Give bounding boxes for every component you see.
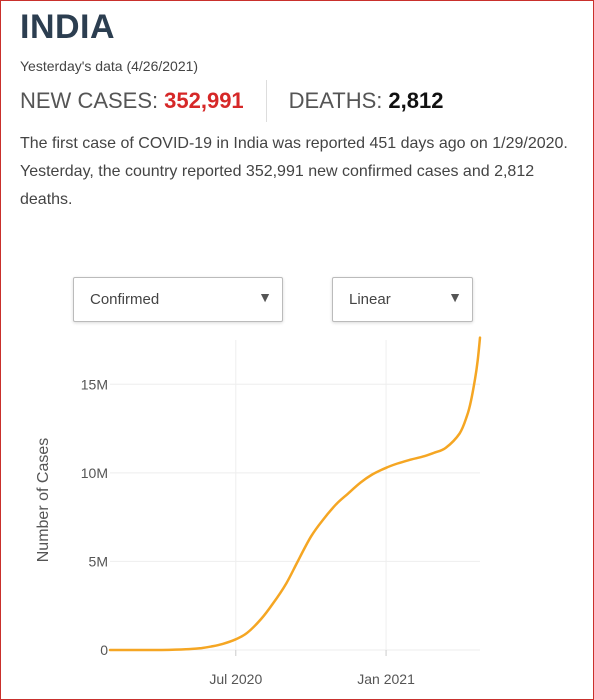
- x-tick-label: Jul 2020: [209, 671, 262, 687]
- chart-grid: [110, 340, 480, 656]
- series-line: [108, 336, 482, 652]
- y-axis-ticks: 0 5M 10M 15M: [81, 376, 108, 658]
- cases-chart: 0 5M 10M 15M Jul 2020 Jan 2021 Number of Cas…: [35, 336, 482, 687]
- y-tick-label: 15M: [81, 376, 108, 392]
- deaths-value: 2,812: [388, 88, 444, 113]
- summary-highlight: COVID-19: [138, 135, 213, 152]
- stats-divider: [265, 80, 267, 122]
- summary-text-part2: in India was reported 451 days ago on 1/…: [20, 135, 568, 208]
- chevron-down-icon: ▼: [258, 289, 272, 305]
- new-cases-value: 352,991: [164, 88, 244, 113]
- chart-series: [108, 336, 482, 652]
- x-axis-ticks: Jul 2020 Jan 2021: [209, 671, 415, 687]
- y-tick-label: 10M: [81, 465, 108, 481]
- metric-select-value: Confirmed: [90, 291, 160, 308]
- data-date-subtitle: Yesterday's data (4/26/2021): [20, 58, 199, 74]
- deaths-label: DEATHS:: [288, 88, 383, 113]
- summary-paragraph: The first case of COVID-19 in India was …: [20, 130, 585, 214]
- y-axis-title: Number of Cases: [35, 438, 52, 563]
- chevron-down-icon: ▼: [448, 289, 462, 305]
- summary-text-part1: The first case of: [20, 135, 139, 152]
- y-tick-label: 5M: [89, 553, 108, 569]
- scale-select[interactable]: Linear ▼: [332, 277, 473, 322]
- y-tick-label: 0: [100, 642, 108, 658]
- scale-select-value: Linear: [349, 291, 391, 308]
- new-cases-stat: NEW CASES: 352,991: [20, 88, 244, 114]
- new-cases-label: NEW CASES:: [20, 88, 159, 113]
- metric-select[interactable]: Confirmed ▼: [73, 277, 283, 322]
- deaths-stat: DEATHS: 2,812: [289, 88, 444, 114]
- stats-row: NEW CASES: 352,991 DEATHS: 2,812: [20, 80, 444, 122]
- country-title: INDIA: [20, 8, 116, 46]
- x-tick-label: Jan 2021: [357, 671, 415, 687]
